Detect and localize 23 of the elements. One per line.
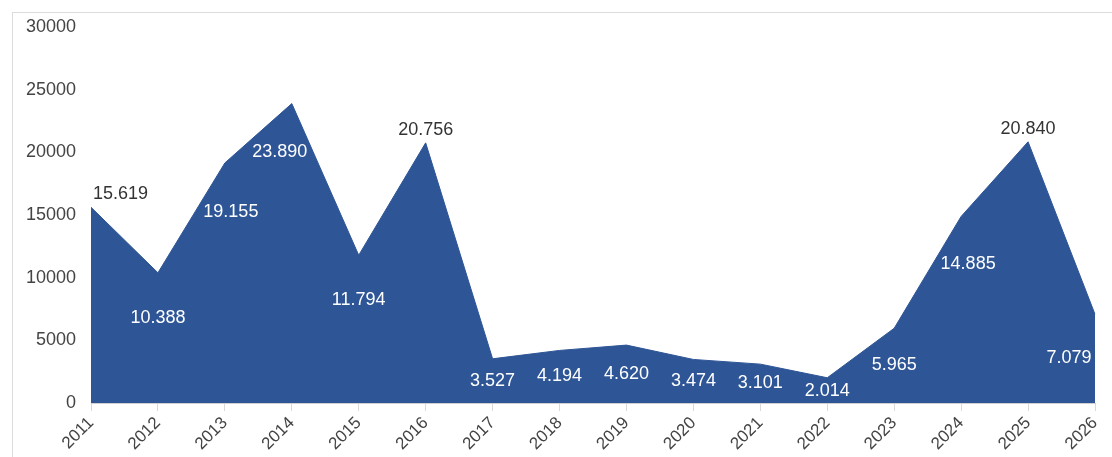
data-label: 20.756 [398, 118, 454, 139]
data-label: 3.527 [470, 369, 516, 390]
data-label: 19.155 [203, 200, 259, 221]
data-label: 14.885 [940, 253, 996, 274]
data-label: 4.620 [603, 363, 649, 384]
y-tick-label: 25000 [25, 78, 76, 99]
data-label: 5.965 [871, 354, 917, 375]
data-label: 3.474 [670, 370, 716, 391]
y-tick-label: 0 [65, 391, 76, 412]
y-tick-label: 10000 [25, 266, 76, 287]
data-label: 11.794 [331, 289, 386, 310]
data-label: 2.014 [804, 379, 850, 400]
data-label: 3.101 [737, 372, 783, 393]
y-tick-label: 15000 [25, 203, 76, 224]
data-label: 15.619 [93, 183, 149, 204]
data-label: 20.840 [1000, 117, 1056, 138]
data-label: 4.194 [537, 365, 583, 386]
data-label: 23.890 [252, 140, 308, 161]
data-label: 10.388 [130, 306, 186, 327]
y-tick-label: 20000 [25, 141, 76, 162]
data-label: 7.079 [1046, 347, 1092, 368]
y-tick-label: 5000 [35, 329, 76, 350]
y-tick-label: 30000 [25, 15, 76, 36]
